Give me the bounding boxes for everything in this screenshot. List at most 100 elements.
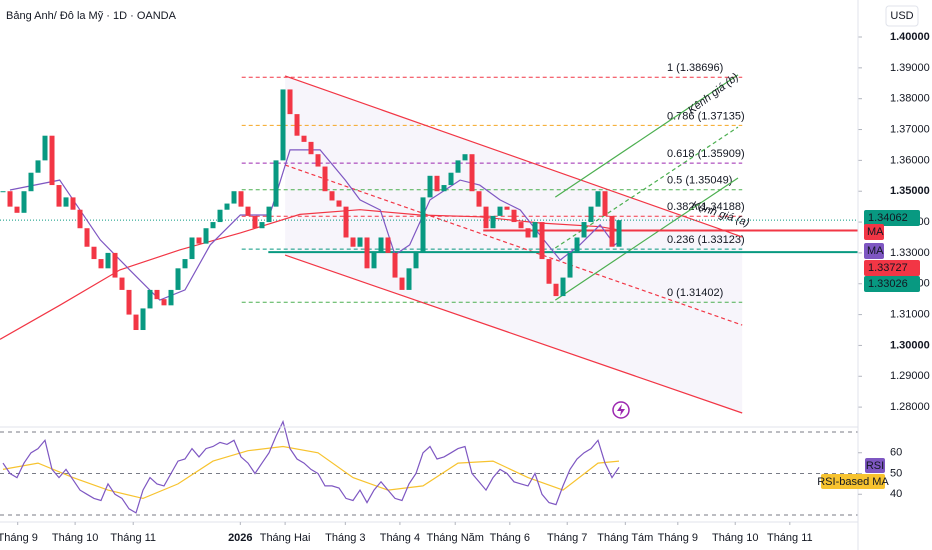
candle (238, 191, 244, 207)
candle (217, 209, 223, 223)
candle (448, 172, 454, 186)
candle (231, 191, 237, 204)
candle (420, 197, 426, 253)
candle (525, 228, 531, 238)
candle (259, 222, 265, 229)
candle (189, 237, 195, 260)
candle (126, 289, 132, 315)
candle (119, 277, 125, 290)
candle (427, 175, 433, 198)
candle (434, 175, 440, 192)
x-tick-label: Tháng 4 (380, 532, 420, 544)
currency-box[interactable] (885, 5, 919, 27)
x-tick-label: Tháng 3 (325, 532, 365, 544)
price-tag (864, 276, 920, 292)
candle (532, 222, 538, 238)
candle (497, 206, 503, 216)
price-tag-label: 1.33026 (868, 278, 908, 290)
candle (567, 252, 573, 278)
candle (336, 200, 342, 207)
candle (56, 185, 62, 207)
candle (560, 277, 566, 297)
candle (322, 166, 328, 192)
trend-line (284, 75, 743, 238)
trend-line (554, 177, 739, 301)
moving-average (0, 209, 622, 340)
candle (287, 89, 293, 115)
y-tick-label: 1.38000 (890, 93, 930, 105)
y-tick-label: 1.35000 (890, 185, 930, 197)
candle (77, 209, 83, 229)
fib-label: 0.5 (1.35049) (667, 175, 732, 187)
moving-average (9, 149, 622, 301)
candle (378, 237, 384, 253)
rsi-ma-tag (821, 474, 885, 489)
rsi-line (2, 419, 620, 514)
candle (511, 209, 517, 223)
alert-bolt (617, 404, 625, 416)
candle (168, 289, 174, 306)
x-tick-label: Tháng Năm (426, 532, 483, 544)
fib-label: 0.786 (1.37135) (667, 110, 745, 122)
x-tick-label: Tháng 6 (490, 532, 530, 544)
candle (7, 191, 13, 207)
candle (539, 222, 545, 260)
alert-icon[interactable] (612, 401, 630, 419)
candle (455, 160, 461, 173)
candle (14, 206, 20, 213)
candle (21, 191, 27, 213)
candle (105, 252, 111, 269)
candle (518, 222, 524, 229)
candle (175, 268, 181, 290)
ma-tag (864, 243, 884, 259)
candle (294, 114, 300, 136)
y-tick-label: 1.31000 (890, 308, 930, 320)
candle (42, 135, 48, 161)
candle (280, 89, 286, 161)
candle (553, 283, 559, 297)
x-tick-label: Tháng 11 (767, 532, 813, 544)
candle (546, 259, 552, 284)
y-tick-label: 1.36000 (890, 154, 930, 166)
candle (385, 237, 391, 253)
x-tick-label: Tháng 10 (712, 532, 758, 544)
rsi-tag (865, 458, 885, 473)
candle (441, 185, 447, 192)
candle (266, 206, 272, 223)
candle (224, 203, 230, 210)
candle (329, 191, 335, 201)
candle (147, 289, 153, 309)
x-tick-label: Tháng 9 (0, 532, 38, 544)
rsi-tick-label: 40 (890, 488, 902, 500)
candle (490, 215, 496, 229)
x-tick-label: Tháng 10 (52, 532, 98, 544)
y-tick-label: 1.39000 (890, 62, 930, 74)
candle (35, 160, 41, 173)
candle (196, 237, 202, 244)
candle (133, 314, 139, 331)
candle (462, 154, 468, 161)
candle (406, 268, 412, 290)
rsi-ma-tag-label: RSI-based MA (817, 476, 889, 488)
y-tick-label: 1.40000 (890, 31, 930, 43)
rsi-tag-label: RSI (866, 460, 884, 472)
candle (70, 197, 76, 210)
candle (483, 206, 489, 229)
candle (301, 135, 307, 142)
candle (252, 215, 258, 229)
candle (574, 237, 580, 253)
candle (315, 154, 321, 167)
ma-tag (864, 224, 884, 240)
fib-label: 0.618 (1.35909) (667, 148, 745, 160)
chart-title: Bảng Anh/ Đô la Mỹ · 1D · OANDA (6, 10, 177, 22)
candle (504, 206, 510, 210)
layers: 1 (1.38696) 0.786 (1.37135) 0.618 (1.35909… (0, 36, 862, 516)
candle (581, 222, 587, 238)
y-tick-label: 1.33000 (890, 247, 930, 259)
candle (98, 259, 104, 269)
y-tick-label: 1.29000 (890, 370, 930, 382)
candle (63, 197, 69, 207)
candle (350, 237, 356, 247)
